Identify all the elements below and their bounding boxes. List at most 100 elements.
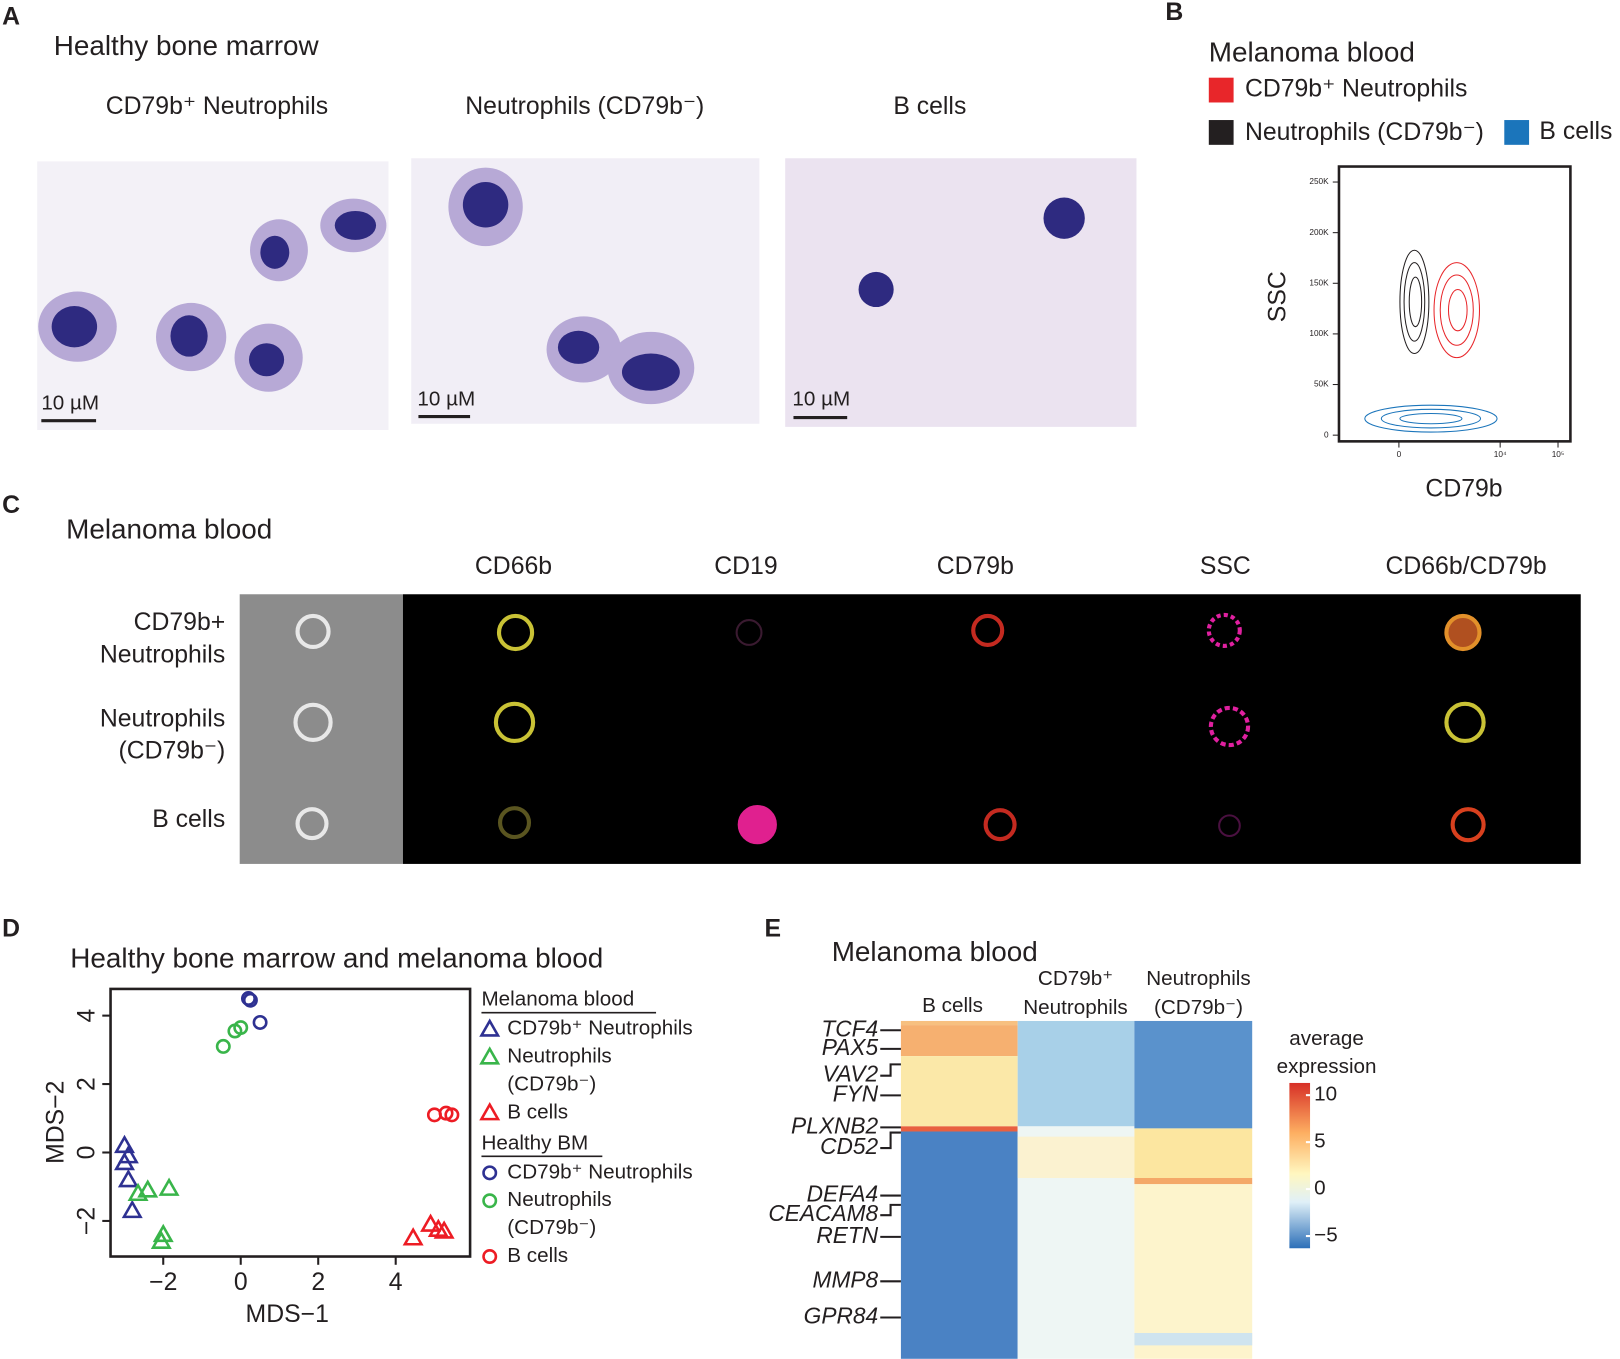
colorbar-tick-label: 5 <box>1314 1130 1326 1153</box>
legend-label: CD79b⁺ Neutrophils <box>507 1160 692 1183</box>
point <box>121 1199 143 1219</box>
column-label: CD79b⁺ <box>1038 967 1113 990</box>
column-label: CD19 <box>714 553 777 580</box>
x-tick-label: 2 <box>311 1269 325 1296</box>
point <box>402 1227 424 1246</box>
row-label: Neutrophils <box>100 705 225 732</box>
y-axis-label: SSC <box>1265 271 1292 322</box>
point <box>137 1179 159 1198</box>
point <box>114 1151 135 1171</box>
panel-label: B <box>1165 0 1183 26</box>
colorbar-tick-label: 10 <box>1314 1083 1337 1106</box>
legend-swatch <box>1208 77 1234 103</box>
legend-marker <box>479 1102 501 1121</box>
scale-label: 10 µM <box>41 392 99 415</box>
legend-label: (CD79b⁻) <box>507 1072 596 1095</box>
y-tick-label: 0 <box>1324 430 1329 439</box>
point <box>150 1230 172 1249</box>
y-tick-label: 0 <box>73 1146 100 1160</box>
point <box>420 1213 442 1232</box>
plot-frame <box>109 987 472 1258</box>
contours <box>1364 249 1498 433</box>
legend-label: B cells <box>507 1244 568 1267</box>
x-tick-label: 0 <box>234 1269 248 1296</box>
legend-marker <box>479 1046 501 1065</box>
point <box>117 1169 139 1188</box>
panel-title: Melanoma blood <box>832 936 1038 967</box>
column-label: SSC <box>1200 553 1251 580</box>
gene-label: PLXNB2 <box>791 1112 879 1138</box>
legend-marker <box>482 1193 498 1209</box>
panel-title: Healthy bone marrow <box>54 30 320 61</box>
gene-label: VAV2 <box>823 1061 879 1087</box>
legend-label: B cells <box>507 1100 568 1123</box>
legend-label: Neutrophils <box>507 1188 611 1211</box>
point <box>444 1107 460 1123</box>
y-tick-label: 200K <box>1309 228 1329 237</box>
y-axis-label: MDS−2 <box>42 1081 69 1164</box>
column-label: B cells <box>922 994 983 1017</box>
gene-label: FYN <box>833 1080 879 1106</box>
y-tick-label: 50K <box>1314 380 1329 389</box>
panel-label: A <box>2 3 20 30</box>
column-label: CD66b/CD79b <box>1385 553 1546 580</box>
colorbar <box>1289 1082 1311 1249</box>
scale-label: 10 µM <box>792 387 850 410</box>
legend-label: CD79b⁺ Neutrophils <box>1245 76 1467 103</box>
point <box>240 991 256 1007</box>
x-tick-label: 10⁴ <box>1494 450 1507 459</box>
colorbar-tick-label: 0 <box>1314 1177 1326 1200</box>
column-label: Neutrophils <box>1146 967 1250 990</box>
micrographs <box>37 158 1137 430</box>
gene-label: DEFA4 <box>807 1181 879 1207</box>
y-tick-label: 250K <box>1309 177 1329 186</box>
y-tick-label: 100K <box>1309 329 1329 338</box>
x-tick-label: 0 <box>1397 450 1402 459</box>
gene-label: TCF4 <box>821 1015 878 1041</box>
x-axis-label: MDS−1 <box>246 1301 329 1328</box>
x-tick-label: −2 <box>149 1269 177 1296</box>
x-axis-label: CD79b <box>1425 475 1502 502</box>
legend-label: Neutrophils (CD79b⁻) <box>1245 119 1484 146</box>
legend-marker <box>479 1018 501 1037</box>
cells <box>293 612 1486 845</box>
legend-marker <box>482 1249 498 1265</box>
gene-label: CEACAM8 <box>768 1200 878 1226</box>
panel-title: Healthy bone marrow and melanoma blood <box>70 942 603 973</box>
plot-frame <box>1337 165 1572 443</box>
legend-label: CD79b⁺ Neutrophils <box>507 1017 692 1040</box>
point <box>152 1223 174 1243</box>
legend-label: Neutrophils <box>507 1045 611 1068</box>
legend-label: B cells <box>1539 118 1612 145</box>
legend-header: Melanoma blood <box>481 988 634 1011</box>
fluorescence <box>402 594 1581 864</box>
y-tick-label: 2 <box>73 1077 100 1091</box>
colorbar-title: expression <box>1277 1055 1377 1078</box>
scale-bar <box>41 415 848 423</box>
gene-label: MMP8 <box>813 1266 879 1292</box>
gene-label: RETN <box>816 1222 878 1248</box>
legend-marker <box>482 1165 498 1181</box>
nucleus <box>51 182 1085 391</box>
point <box>433 1220 455 1239</box>
column-label: CD66b <box>475 553 552 580</box>
x-tick-label: 10⁵ <box>1552 450 1565 459</box>
panel-label: C <box>2 492 20 519</box>
column-label: CD79b <box>937 553 1014 580</box>
column-label: (CD79b⁻) <box>1154 996 1243 1019</box>
row-label: B cells <box>152 806 225 833</box>
row-label: Neutrophils <box>100 641 225 668</box>
row-label: CD79b+ <box>134 609 226 636</box>
legend-swatch <box>1504 120 1530 145</box>
legend-header: Healthy BM <box>481 1131 588 1154</box>
point <box>233 1020 249 1036</box>
point <box>158 1177 180 1196</box>
point <box>252 1014 268 1030</box>
gene-label: PAX5 <box>822 1034 879 1060</box>
colorbar-title: average <box>1289 1027 1364 1050</box>
point <box>242 992 258 1008</box>
panel-title: Melanoma blood <box>66 514 272 545</box>
panel-title: Melanoma blood <box>1209 36 1415 67</box>
row-label: (CD79b⁻) <box>118 737 225 764</box>
